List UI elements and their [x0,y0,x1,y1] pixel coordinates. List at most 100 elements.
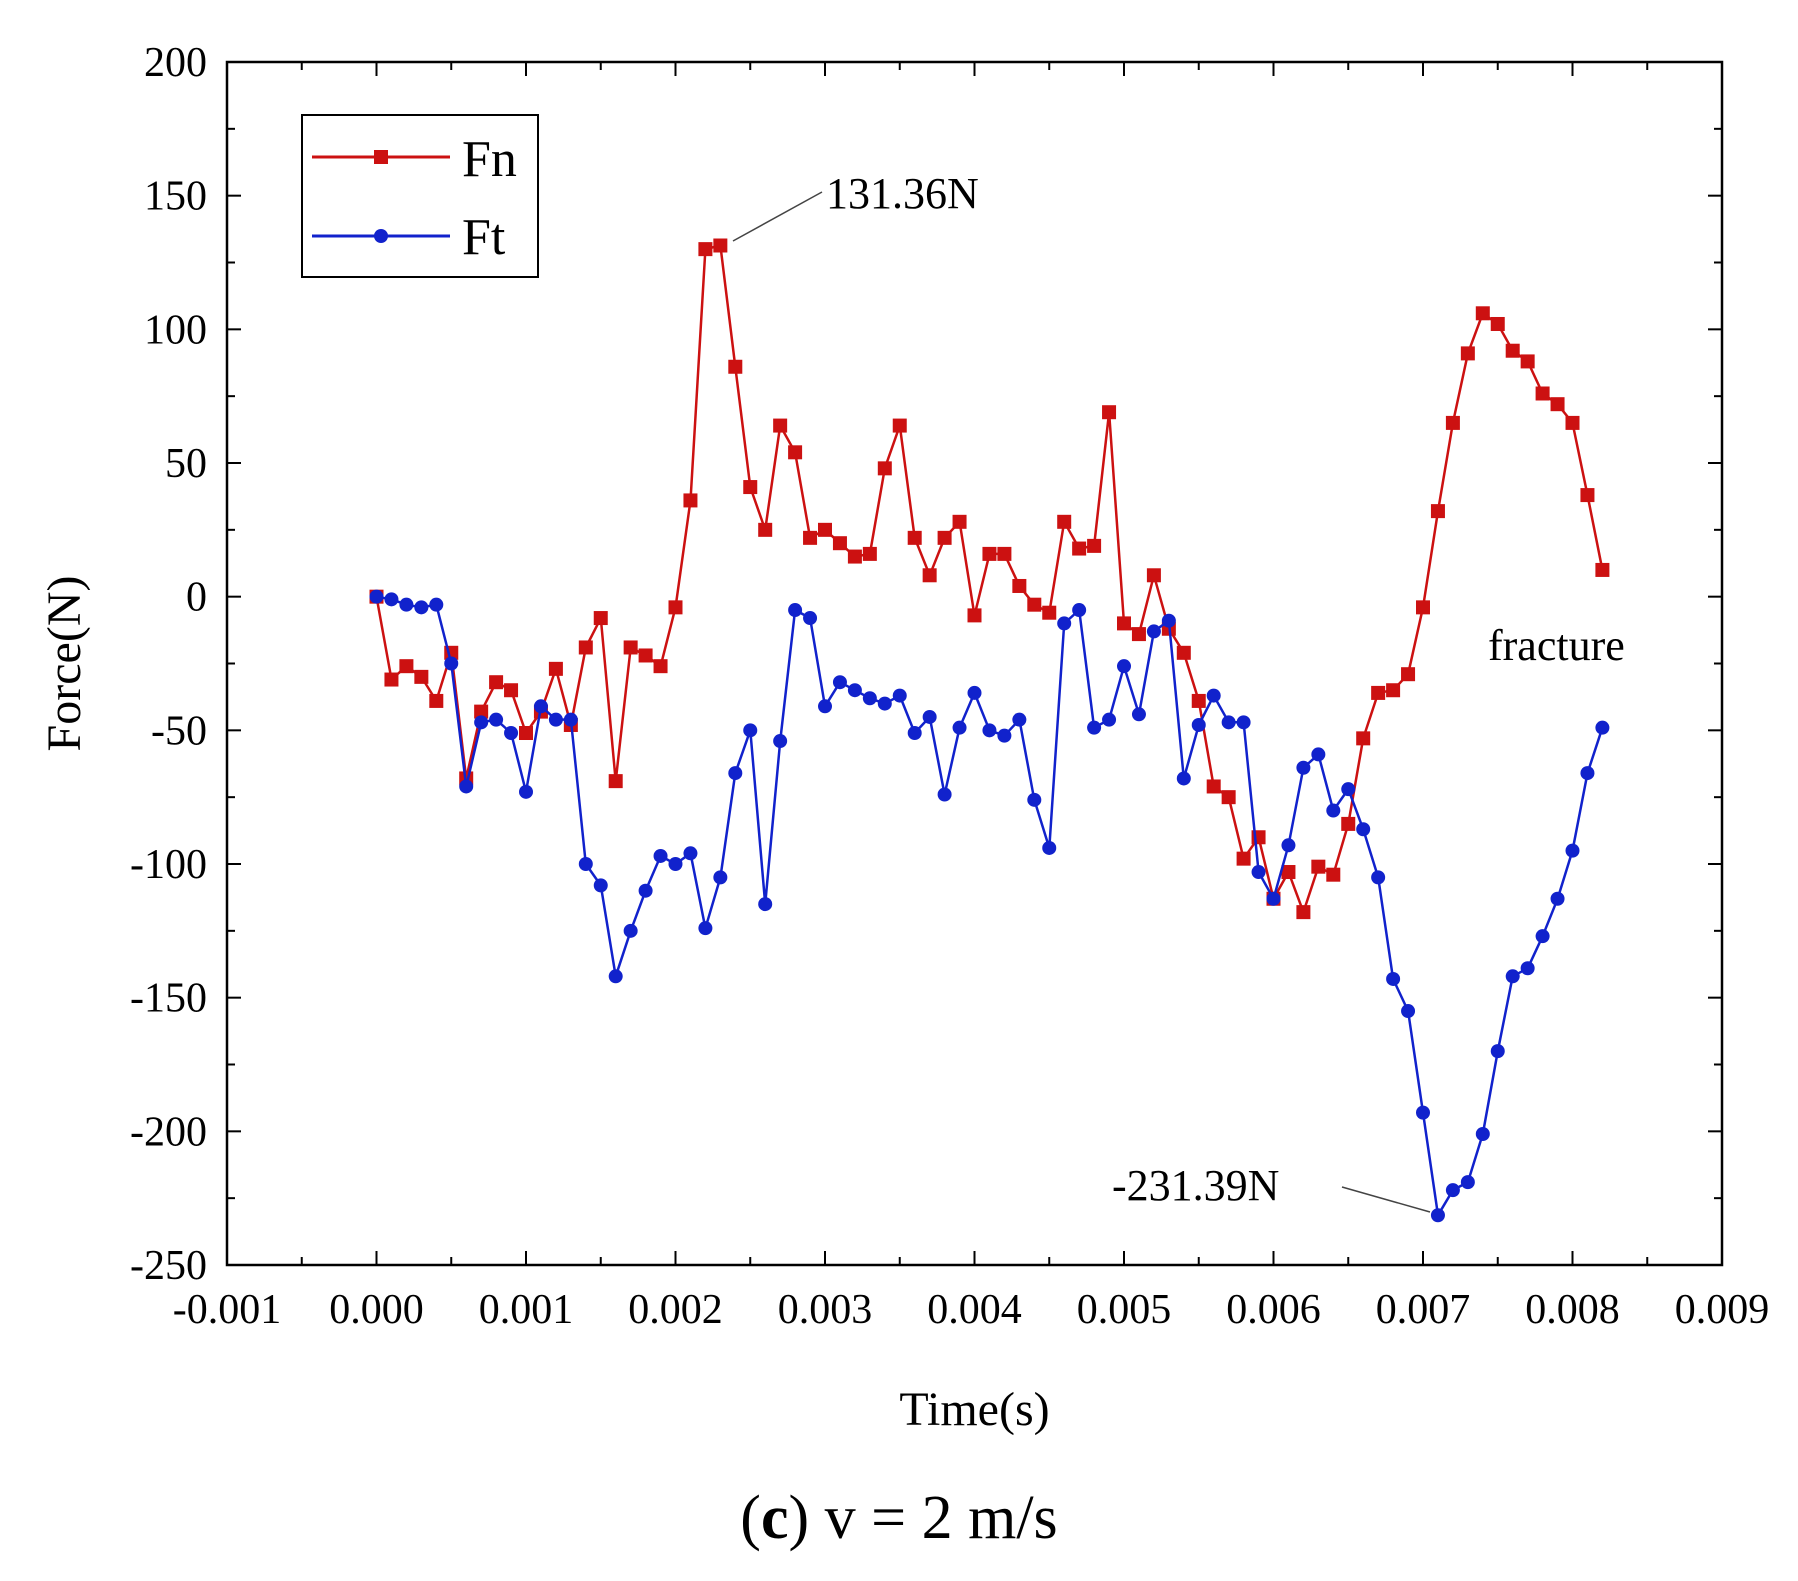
legend-box [301,114,539,278]
data-point-ft [937,787,952,802]
data-point-ft [1550,891,1565,906]
data-point-ft [489,712,504,727]
data-point-fn [638,648,653,663]
data-point-ft [862,691,877,706]
data-point-fn [399,659,414,674]
y-tick-label: 100 [144,307,207,353]
y-tick-label: -100 [130,842,207,888]
data-point-ft [608,969,623,984]
data-point-ft [877,696,892,711]
data-point-ft [1386,971,1401,986]
series-layer [369,238,1610,1223]
x-tick-label: -0.001 [173,1287,282,1333]
caption-letter: c [761,1484,789,1552]
legend-ft-marker [374,229,388,243]
y-tick-label: 0 [186,575,207,621]
data-point-fn [1326,867,1341,882]
data-point-fn [1191,693,1206,708]
x-tick-label: 0.009 [1675,1287,1770,1333]
data-point-ft [1356,822,1371,837]
data-point-fn [578,640,593,655]
data-point-ft [504,726,519,741]
data-point-ft [1027,792,1042,807]
data-point-ft [519,784,533,799]
data-point-ft [1341,782,1356,797]
data-point-ft [683,846,698,861]
data-point-ft [1520,961,1535,976]
data-point-fn [623,640,638,655]
data-point-fn [608,774,623,789]
data-point-fn [1550,397,1565,412]
y-tick-label: -50 [151,708,207,754]
data-point-ft [548,712,563,727]
data-point-ft [623,923,638,938]
data-point-ft [1296,760,1311,775]
data-point-fn [668,600,683,615]
x-tick-label: 0.005 [1077,1287,1172,1333]
data-point-ft [788,603,803,618]
data-point-fn [1445,415,1460,430]
data-point-fn [698,242,713,257]
data-point-ft [1565,843,1580,858]
data-point-fn [1102,405,1117,420]
data-point-ft [1311,747,1326,762]
x-tick-label: 0.000 [329,1287,424,1333]
data-point-fn [1565,415,1580,430]
data-point-ft [384,592,399,607]
data-point-ft [758,897,773,912]
y-tick-label: -150 [130,976,207,1022]
data-point-fn [1595,562,1610,577]
fracture-annotation: fracture [1488,621,1625,670]
x-tick-label: 0.008 [1525,1287,1620,1333]
data-point-ft [892,688,907,703]
data-point-fn [1430,504,1445,519]
data-point-fn [952,514,967,529]
data-point-ft [1475,1127,1490,1142]
data-point-ft [668,857,683,871]
series-line-fn [375,244,1604,914]
data-point-ft [533,699,548,714]
data-point-fn [1146,568,1161,583]
data-point-fn [1012,578,1027,593]
data-point-fn [1221,790,1236,805]
data-point-fn [1401,667,1416,682]
data-point-ft [1012,712,1027,727]
data-point-fn [1296,905,1311,920]
data-point-fn [832,536,847,551]
data-point-ft [818,699,832,714]
data-point-fn [922,568,937,583]
data-point-ft [1371,870,1386,885]
data-point-ft [1401,1004,1416,1019]
data-point-fn [1356,731,1371,746]
data-point-ft [1191,717,1206,732]
data-point-fn [758,522,773,537]
data-point-fn [773,418,788,433]
data-point-ft [1072,603,1087,618]
data-point-ft [1281,838,1296,853]
data-point-ft [1236,715,1251,730]
data-point-ft [369,589,384,604]
x-tick-label: 0.004 [927,1287,1022,1333]
data-point-ft [399,597,414,612]
data-point-ft [922,709,937,724]
data-point-ft [578,857,593,871]
data-point-fn [1341,816,1356,831]
data-point-ft [1102,712,1117,727]
data-point-ft [1117,659,1131,674]
data-point-ft [1146,624,1161,639]
data-point-fn [1042,605,1057,620]
min-annotation: -231.39N [1112,1161,1279,1210]
data-point-fn [1460,346,1475,361]
data-point-fn [1580,488,1595,503]
data-point-ft [728,766,743,781]
x-tick-label: 0.006 [1226,1287,1321,1333]
data-point-fn [1535,386,1550,401]
data-point-fn [728,359,743,374]
data-point-fn [593,611,608,626]
series-ft [369,589,1610,1223]
data-point-ft [1087,720,1102,735]
data-point-fn [1057,514,1072,529]
data-point-ft [982,723,997,738]
data-point-ft [1535,929,1550,944]
